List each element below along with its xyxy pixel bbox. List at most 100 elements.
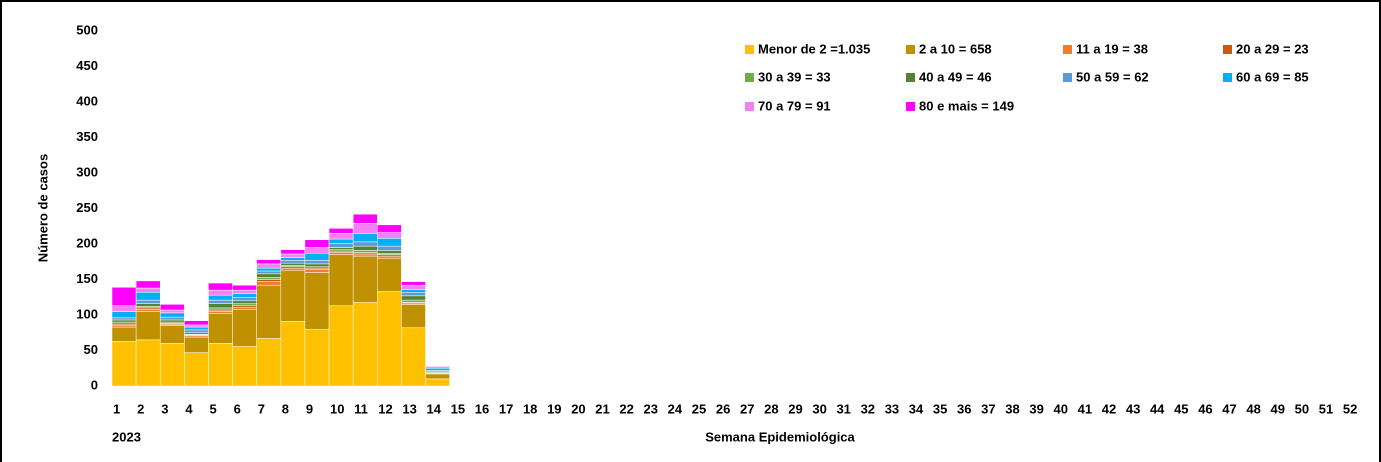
bar-segment [135, 299, 161, 304]
bar-segment [184, 326, 209, 331]
bar-segment [232, 306, 257, 310]
legend-label: 80 e mais = 149 [919, 98, 1014, 113]
legend-swatch [745, 102, 754, 111]
bar-segment [377, 255, 402, 259]
legend-swatch [745, 45, 754, 54]
x-tick-label: 48 [1246, 401, 1260, 416]
legend-label: Menor de 2 =1.035 [758, 41, 870, 56]
bar-segment [256, 277, 282, 280]
x-tick-label: 37 [981, 401, 995, 416]
bar-segment [232, 303, 257, 307]
bar-segment [280, 321, 306, 387]
bar-segment [256, 281, 282, 286]
x-tick-label: 1 [113, 401, 120, 416]
bar-segment [111, 311, 137, 319]
x-tick-label: 24 [668, 401, 683, 416]
x-tick-label: 13 [402, 401, 416, 416]
x-tick-label: 7 [258, 401, 265, 416]
bar-segment [232, 297, 257, 302]
y-tick-label: 200 [76, 235, 98, 250]
bar-segment [256, 338, 282, 387]
x-tick-label: 39 [1029, 401, 1043, 416]
legend-swatch [745, 73, 754, 82]
bar-segment [232, 345, 257, 387]
bar-segment [232, 300, 257, 304]
bar-segment [208, 343, 233, 387]
x-tick-label: 41 [1078, 401, 1092, 416]
bar-segment [159, 325, 185, 344]
bar-segment [208, 313, 233, 344]
bar-segment [328, 233, 354, 240]
x-tick-label: 15 [451, 401, 465, 416]
x-tick-label: 16 [475, 401, 489, 416]
bar-segment [401, 295, 426, 301]
y-tick-label: 500 [76, 22, 98, 37]
bar-segment [401, 304, 426, 329]
bar-segment [401, 292, 426, 297]
bar-segment [135, 292, 161, 301]
x-tick-label: 42 [1102, 401, 1116, 416]
y-tick-label: 350 [76, 129, 98, 144]
bar-segment [111, 321, 137, 325]
x-tick-label: 51 [1319, 401, 1333, 416]
bar-segment [184, 336, 209, 353]
bar-segment [256, 284, 282, 339]
bar-segment [401, 284, 426, 290]
legend-label: 2 a 10 = 658 [919, 41, 992, 56]
bar-segment [280, 249, 306, 255]
bar-segment [304, 247, 330, 254]
bar-segment [328, 247, 354, 250]
bar-segment [304, 269, 330, 273]
x-tick-label: 47 [1222, 401, 1236, 416]
bar-segment [184, 329, 209, 334]
bar-segment [377, 224, 402, 233]
bar-segment [328, 305, 354, 387]
bar-segment [304, 328, 330, 387]
bar-segment [377, 250, 402, 254]
x-tick-label: 5 [209, 401, 216, 416]
bar-segment [377, 291, 402, 387]
x-tick-label: 26 [716, 401, 730, 416]
bar-segment [111, 305, 137, 312]
bar-segment [352, 255, 378, 303]
bar-segment [111, 317, 137, 321]
bar-segment [256, 267, 282, 272]
x-tick-label: 19 [547, 401, 561, 416]
bar-segment [232, 293, 257, 298]
bar-segment [377, 257, 402, 292]
x-tick-label: 35 [933, 401, 947, 416]
x-tick-label: 14 [427, 401, 442, 416]
x-tick-label: 38 [1005, 401, 1019, 416]
legend-swatch [906, 45, 915, 54]
bar-segment [135, 311, 161, 341]
bar-segment [352, 223, 378, 234]
bar-segment [280, 267, 306, 271]
legend-label: 50 a 59 = 62 [1076, 69, 1149, 84]
bar-segment [208, 307, 233, 311]
bar-segment [135, 309, 161, 312]
x-tick-label: 4 [185, 401, 193, 416]
bar-segment [159, 312, 185, 318]
bar-segment [280, 262, 306, 266]
x-tick-label: 18 [523, 401, 537, 416]
bar-segment [328, 238, 354, 244]
bar-segment [159, 309, 185, 314]
bar-segment [256, 270, 282, 275]
x-tick-label: 10 [330, 401, 344, 416]
x-tick-label: 30 [812, 401, 826, 416]
bar-segment [280, 257, 306, 261]
bar-segment [328, 243, 354, 248]
bar-segment [256, 263, 282, 269]
bar-segment [256, 279, 282, 282]
bar-segment [352, 301, 378, 387]
bar-segment [352, 245, 378, 251]
bar-segment [280, 253, 306, 258]
bar-segment [328, 228, 354, 234]
bar-segment [328, 252, 354, 255]
y-tick-label: 100 [76, 306, 98, 321]
bar-segment [111, 326, 137, 342]
legend-swatch [1063, 73, 1072, 82]
x-tick-label: 9 [306, 401, 313, 416]
bar-segment [280, 270, 306, 322]
bar-segment [159, 304, 185, 311]
